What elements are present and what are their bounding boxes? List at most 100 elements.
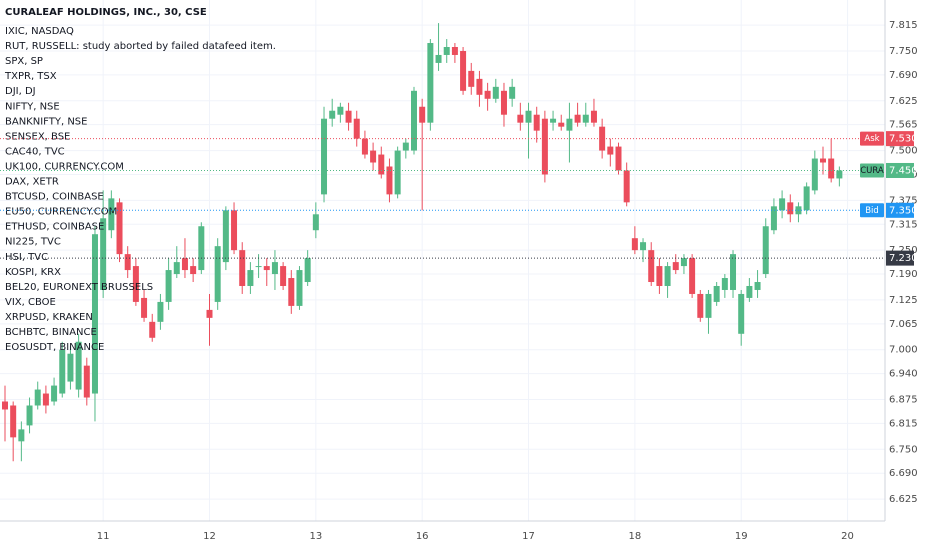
price-tag-name: Bid <box>865 206 879 216</box>
legend-item: IXIC, NASDAQ <box>5 26 74 37</box>
candle-body <box>173 262 180 275</box>
candle-body <box>730 254 737 290</box>
legend-item: EU50, CURRENCY.COM <box>5 207 117 218</box>
legend-item: BTCUSD, COINBASE <box>5 192 104 203</box>
candle-body <box>492 86 499 99</box>
price-label-box <box>886 131 914 147</box>
y-tick-label: 6.750 <box>889 444 918 455</box>
y-tick-label: 7.065 <box>889 319 918 330</box>
y-tick-label: 6.815 <box>889 418 918 429</box>
candle-body <box>689 258 696 294</box>
legend-item: XRPUSD, KRAKEN <box>5 312 93 323</box>
candle-body <box>42 393 49 406</box>
candle-body <box>558 122 565 127</box>
legend-item: SENSEX, BSE <box>5 131 70 142</box>
candle-body <box>231 210 238 251</box>
legend-item: DAX, XETR <box>5 177 59 188</box>
candle-body <box>566 118 573 131</box>
legend-item: HSI, TVC <box>5 252 48 263</box>
price-tag <box>860 131 884 146</box>
price-tag <box>860 203 884 218</box>
candle-body <box>378 154 385 175</box>
candle-body <box>206 309 213 318</box>
candle-body <box>132 266 139 302</box>
candle-body <box>803 186 810 211</box>
candle-body <box>181 258 188 271</box>
legend-item: VIX, CBOE <box>5 297 56 308</box>
candle-body <box>640 242 647 251</box>
candle-body <box>770 206 777 231</box>
y-tick-label: 7.375 <box>889 195 918 206</box>
legend-item: SPX, SP <box>5 56 43 67</box>
legend-item: BANKNIFTY, NSE <box>5 116 87 127</box>
candle-body <box>83 365 90 398</box>
candle-body <box>476 78 483 95</box>
candle-body <box>443 47 450 55</box>
candle-body <box>615 146 622 171</box>
candle-body <box>239 250 246 286</box>
candle-body <box>500 90 507 115</box>
y-tick-label: 7.565 <box>889 120 918 131</box>
candle-body <box>304 258 311 283</box>
candle-body <box>18 429 25 442</box>
candle-body <box>190 266 197 275</box>
candle-body <box>34 389 41 406</box>
candle-body <box>451 47 458 55</box>
legend-item: NI225, TVC <box>5 237 61 248</box>
x-tick-label: 16 <box>416 531 429 542</box>
candle-body <box>116 202 123 255</box>
x-tick-label: 20 <box>841 531 854 542</box>
candle-body <box>509 86 516 99</box>
price-label: 7.450 <box>889 165 918 176</box>
y-tick-label: 6.625 <box>889 494 918 505</box>
candle-body <box>361 138 368 155</box>
candle-body <box>321 118 328 195</box>
candle-body <box>517 114 524 123</box>
candle-body <box>779 198 786 211</box>
candle-body <box>820 158 826 163</box>
candle-body <box>198 226 205 271</box>
candle-body <box>2 401 8 410</box>
candle-body <box>427 43 434 123</box>
x-tick-label: 17 <box>522 531 535 542</box>
candle-body <box>746 285 753 298</box>
candle-body <box>697 293 704 318</box>
candle-body <box>525 110 532 123</box>
candle-body <box>255 266 262 268</box>
x-tick-label: 19 <box>735 531 748 542</box>
candle-body <box>533 114 540 131</box>
legend-item: CAC40, TVC <box>5 146 65 157</box>
price-tag-name: Ask <box>864 134 879 144</box>
price-label: 7.530 <box>889 134 918 145</box>
candle-body <box>91 234 98 394</box>
price-tag <box>860 163 884 178</box>
candle-body <box>108 198 115 231</box>
chart-title: CURALEAF HOLDINGS, INC., 30, CSE <box>5 7 207 18</box>
candle-body <box>157 301 164 322</box>
candle-body <box>141 297 148 318</box>
x-tick-label: 11 <box>97 531 110 542</box>
candle-body <box>296 270 303 306</box>
legend-item: DJI, DJ <box>5 86 36 97</box>
candle-body <box>574 114 581 123</box>
candle-body <box>460 50 467 91</box>
candle-body <box>419 106 426 123</box>
y-tick-label: 7.315 <box>889 219 918 230</box>
candle-body <box>721 278 728 290</box>
legend-item: BEL20, EURONEXT BRUSSELS <box>5 282 153 293</box>
y-tick-label: 6.690 <box>889 468 918 479</box>
candle-body <box>550 118 557 123</box>
legend-item: UK100, CURRENCY.COM <box>5 161 124 172</box>
candle-body <box>582 114 589 123</box>
candle-body <box>51 385 58 402</box>
candle-body <box>738 293 745 334</box>
candle-body <box>124 254 131 271</box>
y-tick-label: 6.875 <box>889 395 918 406</box>
candle-body <box>762 226 769 275</box>
candle-body <box>394 150 401 195</box>
y-tick-label: 7.500 <box>889 146 918 157</box>
legend-item: EOSUSDT, BINANCE <box>5 342 104 353</box>
y-tick-label: 6.940 <box>889 369 918 380</box>
candle-body <box>484 90 491 99</box>
